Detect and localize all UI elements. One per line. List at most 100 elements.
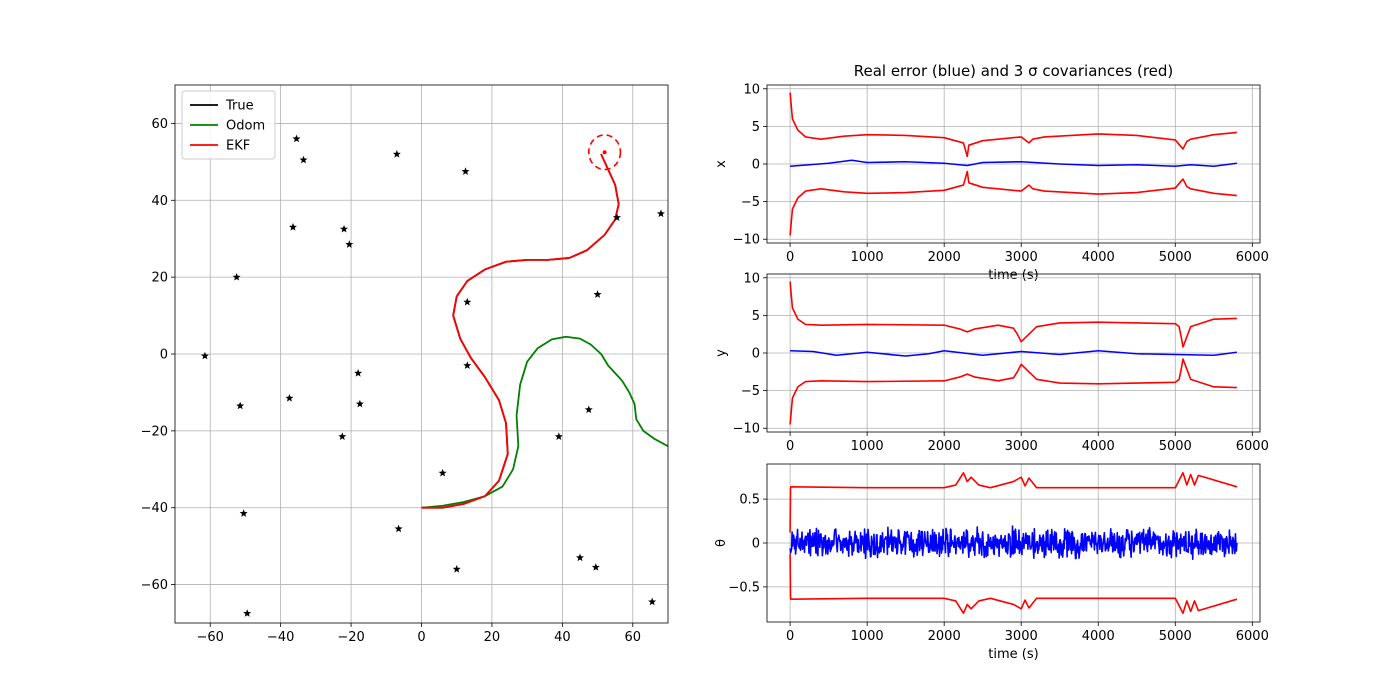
series-line-3-2: [789, 553, 1238, 615]
landmark-7: [292, 134, 301, 143]
x-tick-label-3-2: 2000: [928, 629, 961, 644]
y-tick-label-2-4: −10: [733, 422, 760, 437]
y-tick-label-2-0: 10: [743, 271, 760, 286]
y-tick-label-2-1: 5: [752, 309, 760, 324]
legend-label-2: EKF: [226, 139, 250, 154]
y-tick-label-1-0: 10: [743, 82, 760, 97]
landmark-13: [355, 399, 364, 408]
x-tick-label-0-6: 60: [625, 630, 642, 645]
x-tick-label-2-1: 1000: [851, 439, 884, 454]
ekf-position-marker: [602, 150, 607, 155]
series-line-3-0: [789, 525, 1238, 561]
y-tick-label-3-0: 0.5: [739, 493, 760, 508]
x-tick-label-1-0: 0: [786, 250, 794, 265]
landmark-22: [575, 553, 584, 562]
landmark-16: [438, 468, 447, 477]
x-tick-label-0-3: 0: [417, 630, 425, 645]
x-tick-label-3-3: 3000: [1005, 629, 1038, 644]
landmark-27: [648, 597, 657, 606]
y-tick-label-0-6: 60: [151, 117, 168, 132]
landmark-5: [285, 393, 294, 402]
y-tick-label-2-3: −5: [741, 384, 760, 399]
x-tick-label-2-5: 5000: [1159, 439, 1192, 454]
covariance-ellipse: [587, 134, 622, 171]
legend-box: [181, 90, 276, 160]
x-tick-label-2-4: 4000: [1082, 439, 1115, 454]
plot-area-3: [789, 471, 1238, 615]
legend-label-0: True: [225, 99, 254, 114]
x-tick-label-3-0: 0: [786, 629, 794, 644]
y-tick-label-0-0: −60: [141, 578, 168, 593]
landmark-19: [463, 361, 472, 369]
landmark-24: [591, 563, 600, 571]
y-tick-label-0-3: 0: [160, 348, 168, 363]
landmark-11: [345, 240, 354, 248]
y-axis-label-1: x: [714, 160, 729, 168]
landmark-14: [392, 149, 401, 158]
x-tick-label-1-2: 2000: [928, 250, 961, 265]
landmark-26: [612, 213, 621, 221]
y-axis-label-3: θ: [714, 539, 729, 547]
y-tick-label-2-2: 0: [752, 347, 760, 362]
chart-title: Real error (blue) and 3 σ covariances (r…: [854, 62, 1174, 80]
plot-area-0: [200, 134, 668, 617]
landmark-20: [463, 297, 472, 306]
chart-1: 0 1000 2000 3000 4000 5000 6000 10 5 0 −5 −10 Real e…: [714, 62, 1269, 283]
series-line-1-2: [789, 170, 1237, 236]
landmark-15: [394, 524, 403, 533]
y-tick-label-1-3: −5: [741, 195, 760, 210]
series-line-1-0: [790, 159, 1237, 168]
landmark-10: [340, 224, 349, 233]
landmark-3: [239, 509, 248, 517]
y-tick-label-0-5: 40: [151, 194, 168, 209]
series-line-0-1: [421, 335, 668, 509]
landmark-4: [243, 609, 252, 617]
x-tick-label-0-2: −20: [337, 630, 364, 645]
series-line-1-1: [789, 92, 1237, 158]
x-tick-label-0-4: 20: [484, 630, 501, 645]
landmark-12: [354, 369, 363, 377]
x-tick-label-1-6: 6000: [1236, 250, 1269, 265]
landmark-28: [656, 209, 665, 218]
chart-0: −60 −40 −20 0 20 40 60 −60 −40 −20 0 20 40 60 True Odom…: [141, 84, 669, 645]
plot-area-2: [789, 281, 1237, 425]
x-tick-label-0-1: −40: [267, 630, 294, 645]
x-tick-label-1-5: 5000: [1159, 250, 1192, 265]
x-tick-label-3-1: 1000: [851, 629, 884, 644]
x-tick-label-0-5: 40: [554, 630, 571, 645]
x-axis-label-1: time (s): [988, 268, 1038, 283]
plot-area-1: [789, 92, 1237, 236]
landmark-2: [236, 401, 245, 410]
landmark-1: [232, 272, 241, 281]
y-tick-label-1-2: 0: [752, 158, 760, 173]
landmark-0: [200, 351, 209, 360]
x-tick-label-3-4: 4000: [1082, 629, 1115, 644]
y-tick-label-1-4: −10: [733, 233, 760, 248]
y-tick-label-0-4: 20: [151, 271, 168, 286]
x-tick-label-2-0: 0: [786, 439, 794, 454]
landmark-25: [593, 290, 602, 298]
landmark-6: [288, 222, 297, 231]
chart-2: 0 1000 2000 3000 4000 5000 6000 10 5 0 −5 −10 y: [714, 271, 1269, 454]
series-line-0-0: [421, 153, 620, 509]
x-tick-label-3-5: 5000: [1159, 629, 1192, 644]
chart-3: 0 1000 2000 3000 4000 5000 6000 0.5 0 −0.5 time (s…: [714, 463, 1269, 662]
x-tick-label-1-1: 1000: [851, 250, 884, 265]
landmark-21: [554, 432, 563, 441]
x-tick-label-2-6: 6000: [1236, 439, 1269, 454]
x-tick-label-3-6: 6000: [1236, 629, 1269, 644]
landmark-8: [299, 155, 308, 164]
y-tick-label-3-1: 0: [752, 537, 760, 552]
landmark-17: [452, 565, 461, 573]
x-tick-label-0-0: −60: [196, 630, 223, 645]
series-line-0-2: [421, 153, 620, 509]
y-tick-label-0-1: −40: [141, 501, 168, 516]
series-line-2-2: [789, 358, 1237, 425]
x-tick-label-2-2: 2000: [928, 439, 961, 454]
landmark-18: [461, 167, 470, 175]
legend-label-1: Odom: [226, 119, 265, 134]
legend: True Odom EKF: [181, 90, 276, 160]
series-line-2-1: [789, 281, 1237, 348]
y-tick-label-1-1: 5: [752, 120, 760, 135]
